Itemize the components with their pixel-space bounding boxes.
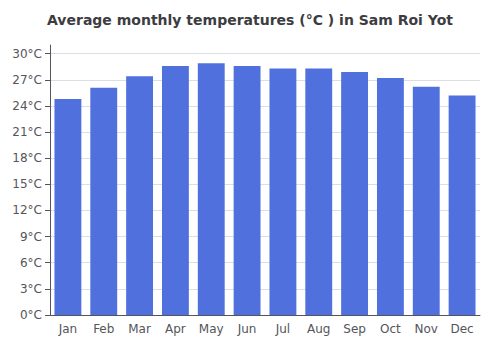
- svg-text:Jun: Jun: [237, 322, 257, 336]
- svg-text:Feb: Feb: [93, 322, 114, 336]
- svg-text:Aug: Aug: [307, 322, 330, 336]
- svg-text:May: May: [199, 322, 224, 336]
- svg-text:12°C: 12°C: [12, 203, 42, 217]
- svg-text:27°C: 27°C: [12, 73, 42, 87]
- svg-text:3°C: 3°C: [20, 282, 42, 296]
- svg-text:15°C: 15°C: [12, 177, 42, 191]
- svg-text:Jul: Jul: [275, 322, 290, 336]
- svg-text:24°C: 24°C: [12, 99, 42, 113]
- svg-text:18°C: 18°C: [12, 151, 42, 165]
- svg-text:Jan: Jan: [58, 322, 78, 336]
- svg-text:0°C: 0°C: [20, 308, 42, 322]
- svg-text:9°C: 9°C: [20, 230, 42, 244]
- svg-text:Mar: Mar: [128, 322, 151, 336]
- svg-text:Dec: Dec: [450, 322, 473, 336]
- svg-text:Sep: Sep: [343, 322, 366, 336]
- svg-text:Oct: Oct: [380, 322, 401, 336]
- svg-text:Average monthly temperatures (: Average monthly temperatures (°C ) in Sa…: [47, 12, 453, 28]
- svg-text:Nov: Nov: [415, 322, 438, 336]
- svg-text:6°C: 6°C: [20, 256, 42, 270]
- svg-text:30°C: 30°C: [12, 47, 42, 61]
- svg-text:Apr: Apr: [165, 322, 186, 336]
- svg-text:21°C: 21°C: [12, 125, 42, 139]
